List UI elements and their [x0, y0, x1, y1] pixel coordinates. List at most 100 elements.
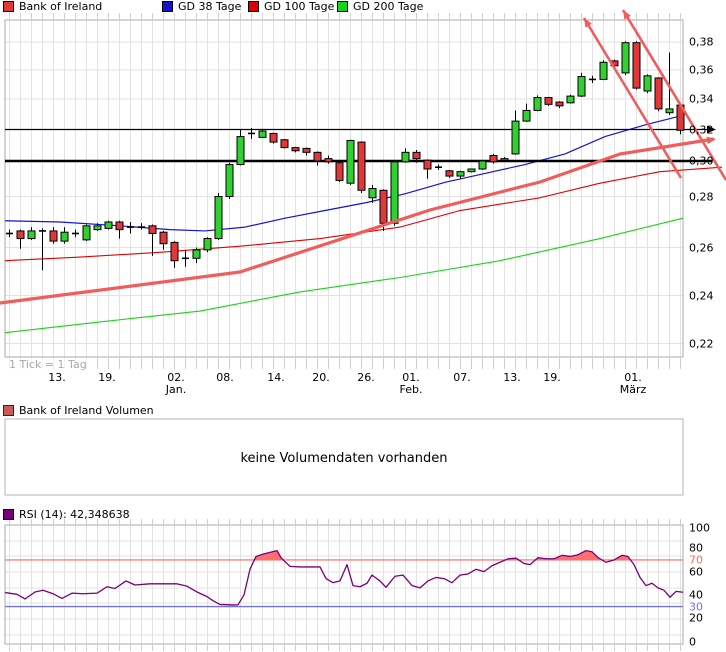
price-axis-label: 0,26	[689, 241, 714, 254]
up-candle	[60, 231, 69, 242]
up-candle	[346, 140, 355, 184]
date-axis-label: 08.	[216, 371, 234, 384]
doji-candle	[248, 132, 255, 135]
level-arrow-icon	[707, 125, 716, 134]
up-candle	[643, 75, 652, 92]
date-axis-label: 13.	[503, 371, 521, 384]
date-axis-label: 02.	[167, 371, 185, 384]
down-candle	[313, 151, 322, 162]
up-candle	[478, 160, 487, 170]
doji-candle	[435, 166, 442, 169]
up-candle	[225, 164, 234, 198]
rsi-legend: RSI (14): 42,348638	[0, 508, 726, 521]
down-candle	[412, 151, 421, 160]
up-candle	[665, 108, 674, 114]
up-candle	[599, 61, 608, 80]
date-axis-label: 14.	[267, 371, 285, 384]
up-candle	[214, 196, 223, 240]
price-axis-label: 0,38	[689, 35, 714, 49]
gd38-swatch-icon	[162, 1, 173, 12]
down-candle	[159, 231, 168, 245]
price-axis-label: 0,30	[689, 154, 714, 168]
up-candle	[236, 136, 245, 166]
down-candle	[49, 230, 58, 242]
rsi-swatch-icon	[3, 509, 14, 520]
down-candle	[16, 230, 25, 240]
rsi-axis-label: 80	[689, 541, 703, 555]
rsi-axis-label: 40	[689, 588, 703, 602]
up-candle	[577, 76, 586, 97]
date-axis-label: 20.	[312, 371, 330, 384]
up-candle	[258, 130, 267, 138]
arrowhead-icon	[584, 18, 592, 28]
date-axis-label: 01.	[402, 371, 420, 384]
rsi-overbought-fill	[254, 550, 284, 560]
date-axis-label: 07.	[453, 371, 471, 384]
up-candle	[104, 221, 113, 229]
up-candle	[467, 168, 476, 173]
arrowhead-icon	[706, 136, 716, 145]
rsi-axis-label: 20	[689, 611, 703, 625]
down-candle	[280, 139, 289, 149]
up-candle	[621, 42, 630, 74]
legend-label: Bank of Ireland	[19, 0, 103, 13]
date-axis-label: 01.	[624, 371, 642, 384]
up-candle	[192, 249, 201, 259]
down-candle	[148, 225, 157, 234]
up-candle	[566, 95, 575, 104]
doji-candle	[138, 226, 145, 228]
legend-item-volume: Bank of Ireland Volumen	[3, 404, 154, 417]
doji-candle	[589, 78, 596, 81]
price-axis-label: 0,34	[689, 92, 714, 106]
gd-100-tage-line	[4, 166, 723, 262]
down-candle	[115, 221, 124, 231]
price-axis-label: 0,24	[689, 289, 714, 302]
date-axis-label: 19.	[98, 371, 116, 384]
up-candle	[93, 225, 102, 231]
up-candle	[203, 238, 212, 251]
date-axis-label: 26.	[357, 371, 375, 384]
rsi-plot-border	[4, 524, 684, 645]
gd100-swatch-icon	[248, 1, 259, 12]
volume-empty-message: keine Volumendaten vorhanden	[240, 451, 448, 466]
down-candle	[555, 101, 564, 107]
rsi-axis-label: 0	[689, 635, 696, 648]
main-legend: Bank of Ireland GD 38 Tage GD 100 Tage G…	[0, 0, 726, 13]
gd200-swatch-icon	[337, 1, 348, 12]
legend-item-gd200: GD 200 Tage	[337, 0, 423, 13]
legend-item-gd38: GD 38 Tage	[162, 0, 241, 13]
volume-plot-border	[4, 418, 684, 496]
legend-item-gd100: GD 100 Tage	[248, 0, 334, 13]
up-candle	[368, 188, 377, 199]
rsi-overbought-fill	[535, 550, 602, 560]
up-candle	[511, 120, 520, 155]
down-candle	[544, 97, 553, 105]
month-axis-label: März	[619, 383, 647, 396]
down-candle	[445, 170, 454, 177]
tick-scale-note: 1 Tick = 1 Tag	[7, 358, 89, 371]
downtrend-line-2	[621, 9, 726, 181]
legend-label: GD 100 Tage	[264, 0, 335, 13]
up-candle	[401, 151, 410, 163]
down-candle	[379, 189, 388, 224]
rsi-line	[4, 549, 684, 606]
doji-candle	[6, 232, 13, 235]
month-axis-label: Jan.	[165, 383, 187, 396]
down-candle	[324, 158, 333, 163]
down-candle	[291, 147, 300, 152]
up-candle	[456, 171, 465, 177]
up-candle	[82, 225, 91, 241]
down-candle	[269, 132, 278, 143]
doji-candle	[182, 257, 189, 260]
rsi-axis-label: 60	[689, 565, 703, 579]
price-axis-label: 0,22	[689, 337, 714, 350]
up-candle	[500, 158, 509, 161]
rsi-axis-label: 70	[689, 553, 703, 567]
doji-candle	[127, 226, 134, 228]
price-axis-label: 0,32	[689, 123, 714, 136]
downtrend-line-1	[582, 17, 683, 179]
legend-label: RSI (14): 42,348638	[19, 508, 130, 521]
up-candle	[27, 230, 36, 240]
price-axis-label: 0,36	[689, 63, 714, 77]
